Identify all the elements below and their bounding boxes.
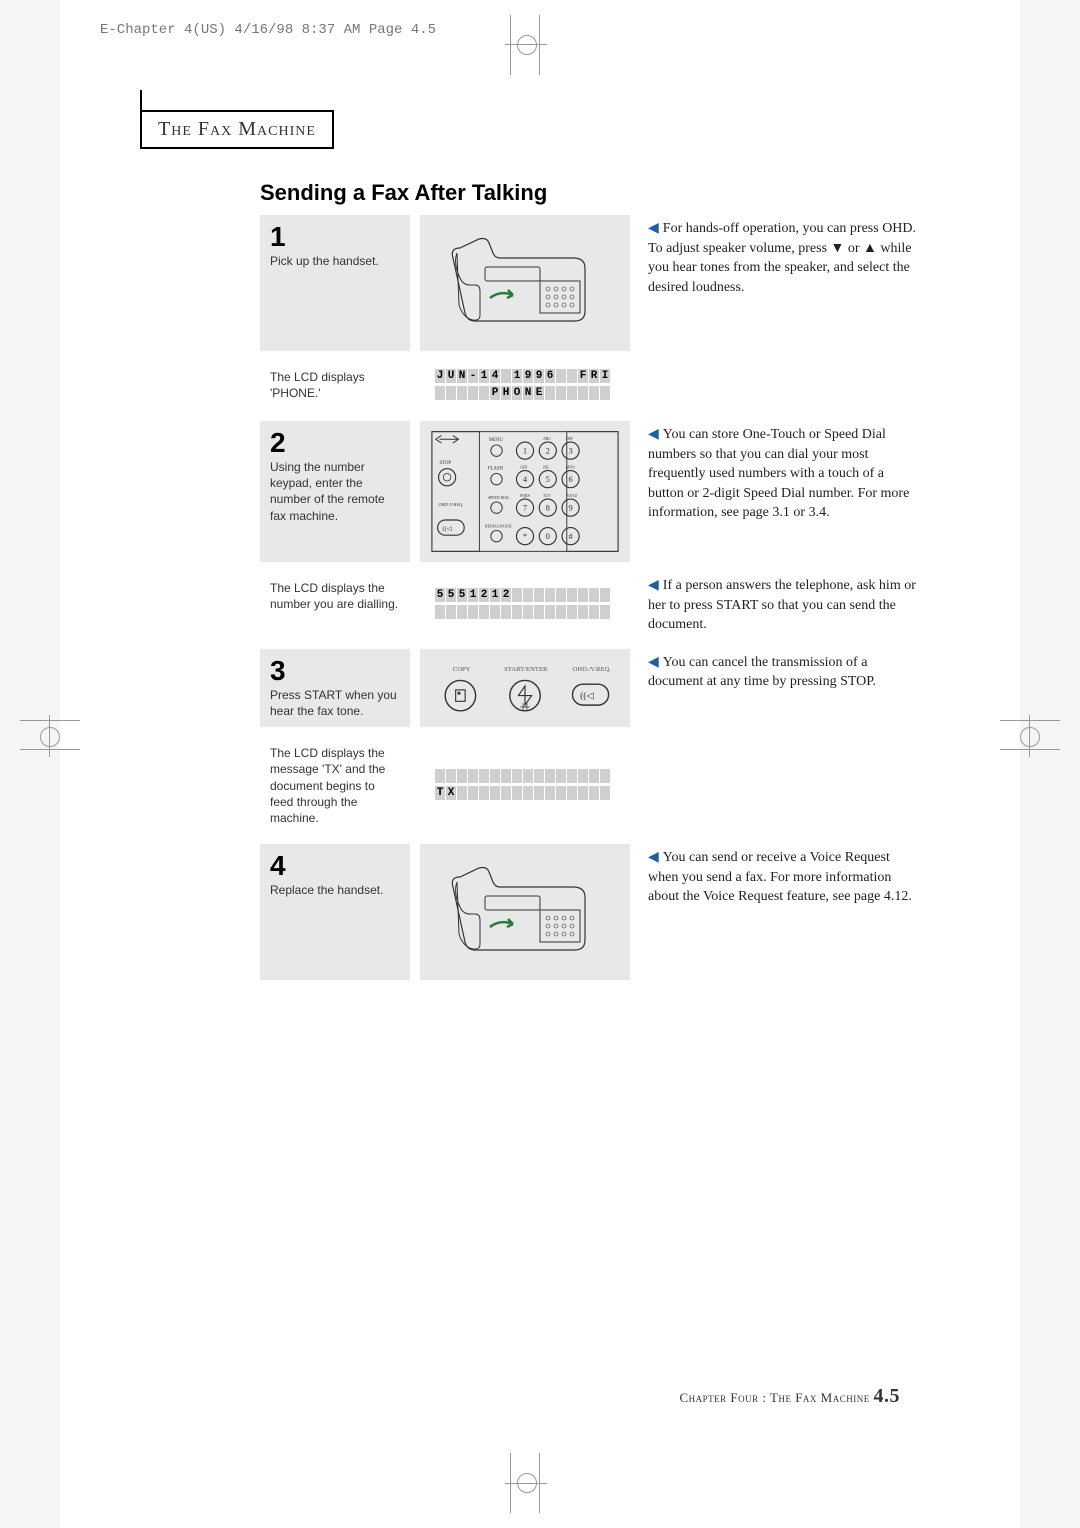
header-meta: E-Chapter 4(US) 4/16/98 8:37 AM Page 4.5 xyxy=(100,22,436,38)
step-visual-cell xyxy=(420,215,630,351)
step-text-cell: The LCD displays the number you are dial… xyxy=(260,572,410,639)
chapter-label: The Fax Machine xyxy=(140,110,334,149)
step-text-cell: 1 Pick up the handset. xyxy=(260,215,410,351)
svg-text:REDIAL/PAUSE: REDIAL/PAUSE xyxy=(485,525,512,529)
svg-text:OHD./V.REQ.: OHD./V.REQ. xyxy=(439,502,464,507)
note-text: For hands-off operation, you can press O… xyxy=(648,221,916,295)
fax-illustration xyxy=(445,223,605,343)
page-number: 4.5 xyxy=(874,1385,901,1407)
svg-text:4: 4 xyxy=(523,474,528,484)
svg-text:START/ENTER: START/ENTER xyxy=(504,666,548,673)
step-visual-cell: COPY START/ENTER OHD./V.REQ. ((◁ xyxy=(420,649,630,727)
note-arrow-icon: ◀ xyxy=(648,655,659,670)
step-number: 2 xyxy=(270,429,400,457)
svg-text:ABC: ABC xyxy=(543,437,551,441)
keypad-illustration: STOP OHD./V.REQ. ((◁ MENU FLASH SPEED DI… xyxy=(430,429,620,554)
crop-mark-left xyxy=(20,720,80,750)
crop-mark-right xyxy=(1000,720,1060,750)
crop-mark-bottom xyxy=(510,1453,540,1513)
note-arrow-icon: ◀ xyxy=(648,578,659,593)
step-text: Press START when you hear the fax tone. xyxy=(270,687,400,719)
svg-text:SPEED DIAL: SPEED DIAL xyxy=(488,496,510,500)
svg-text:PQRS: PQRS xyxy=(520,494,530,498)
step-text-cell: 3 Press START when you hear the fax tone… xyxy=(260,649,410,727)
svg-text:MENU: MENU xyxy=(489,438,504,443)
step-text: Replace the handset. xyxy=(270,882,400,898)
step-number: 1 xyxy=(270,223,400,251)
step-visual-cell: STOP OHD./V.REQ. ((◁ MENU FLASH SPEED DI… xyxy=(420,421,630,562)
step-text: Pick up the handset. xyxy=(270,253,400,269)
svg-text:JKL: JKL xyxy=(543,466,550,470)
step-visual-cell xyxy=(420,844,630,980)
note-arrow-icon: ◀ xyxy=(648,850,659,865)
note-text: You can store One-Touch or Speed Dial nu… xyxy=(648,427,909,520)
step-text: The LCD displays the number you are dial… xyxy=(270,580,400,612)
svg-text:STOP: STOP xyxy=(440,461,452,466)
svg-text:((◁: ((◁ xyxy=(580,690,594,701)
crop-mark-top xyxy=(510,15,540,75)
page-footer: Chapter Four : The Fax Machine 4.5 xyxy=(679,1385,900,1408)
svg-text:0: 0 xyxy=(546,531,550,541)
footer-chapter: Chapter Four xyxy=(679,1390,758,1405)
step-text-cell: 4 Replace the handset. xyxy=(260,844,410,980)
svg-text:DEF: DEF xyxy=(566,437,573,441)
svg-text:3: 3 xyxy=(568,446,572,456)
svg-text:COPY: COPY xyxy=(453,666,471,673)
svg-text:OHD./V.REQ.: OHD./V.REQ. xyxy=(573,666,612,673)
note-text: You can send or receive a Voice Request … xyxy=(648,850,912,904)
step-text-cell: 2 Using the number keypad, enter the num… xyxy=(260,421,410,562)
fax-illustration xyxy=(445,852,605,972)
svg-text:TUV: TUV xyxy=(543,494,551,498)
footer-sep: : xyxy=(759,1390,770,1405)
svg-text:((◁: ((◁ xyxy=(442,525,452,532)
step-visual-cell: 5551212 xyxy=(420,572,630,639)
note-arrow-icon: ◀ xyxy=(648,221,659,236)
step-text: The LCD displays the message 'TX' and th… xyxy=(270,745,400,826)
step-visual-cell: TX xyxy=(420,737,630,834)
side-note: ◀If a person answers the telephone, ask … xyxy=(640,572,930,639)
svg-text:WXYZ: WXYZ xyxy=(566,494,578,498)
footer-title: The Fax Machine xyxy=(770,1390,870,1405)
svg-text:FLASH: FLASH xyxy=(488,467,504,472)
svg-text:9: 9 xyxy=(568,503,572,513)
step-text: The LCD displays 'PHONE.' xyxy=(270,369,400,401)
side-note: ◀For hands-off operation, you can press … xyxy=(640,215,930,351)
svg-text:7: 7 xyxy=(523,503,528,513)
step-text: Using the number keypad, enter the numbe… xyxy=(270,459,400,524)
svg-text:MNO: MNO xyxy=(566,466,575,470)
lcd-display: TX xyxy=(435,769,615,803)
buttons-illustration: COPY START/ENTER OHD./V.REQ. ((◁ xyxy=(430,658,620,718)
lcd-display: 5551212 xyxy=(435,588,615,622)
page-title: Sending a Fax After Talking xyxy=(260,180,547,206)
note-arrow-icon: ◀ xyxy=(648,427,659,442)
side-note: ◀You can cancel the transmission of a do… xyxy=(640,649,930,727)
svg-text:2: 2 xyxy=(546,446,550,456)
side-note: ◀You can send or receive a Voice Request… xyxy=(640,844,930,980)
svg-text:*: * xyxy=(523,531,527,541)
step-number: 4 xyxy=(270,852,400,880)
svg-text:1: 1 xyxy=(523,446,527,456)
step-text-cell: The LCD displays the message 'TX' and th… xyxy=(260,737,410,834)
content-area: 1 Pick up the handset. ◀For hands-off op… xyxy=(260,215,940,990)
note-text: You can cancel the transmission of a doc… xyxy=(648,655,876,690)
note-text: If a person answers the telephone, ask h… xyxy=(648,578,916,632)
side-note xyxy=(640,361,930,411)
step-text-cell: The LCD displays 'PHONE.' xyxy=(260,361,410,411)
side-note: ◀You can store One-Touch or Speed Dial n… xyxy=(640,421,930,562)
svg-text:#: # xyxy=(568,531,573,541)
step-number: 3 xyxy=(270,657,400,685)
lcd-display: JUN-141996FRIPHONE xyxy=(435,369,615,403)
side-note xyxy=(640,737,930,834)
svg-text:8: 8 xyxy=(546,503,550,513)
step-visual-cell: JUN-141996FRIPHONE xyxy=(420,361,630,411)
svg-text:6: 6 xyxy=(568,474,573,484)
svg-text:GHI: GHI xyxy=(520,466,527,470)
svg-text:5: 5 xyxy=(546,474,550,484)
